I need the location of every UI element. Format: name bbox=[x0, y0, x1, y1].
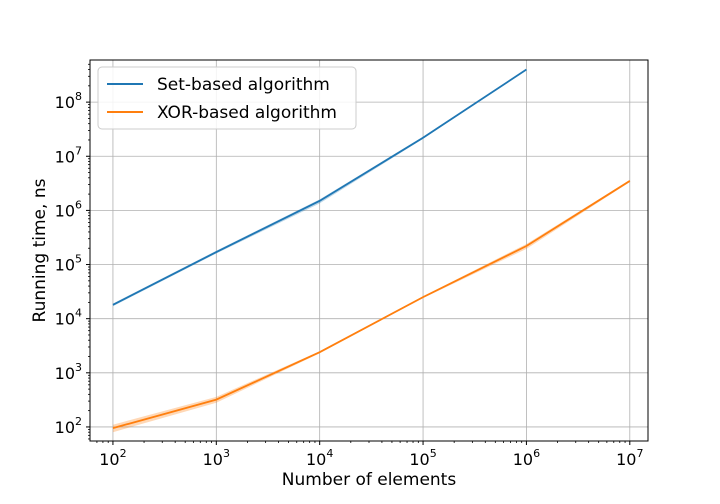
y-tick-label: 103 bbox=[55, 361, 82, 383]
legend-label-1: XOR-based algorithm bbox=[157, 103, 337, 123]
x-tick-label: 106 bbox=[513, 447, 540, 469]
y-tick-label: 107 bbox=[55, 144, 82, 166]
grid bbox=[90, 60, 648, 441]
series-line-0 bbox=[112, 68, 527, 306]
confidence-band-1 bbox=[112, 179, 630, 433]
confidence-bands bbox=[112, 68, 630, 433]
y-axis-ticks: 102 103 104 105 106 107 108 bbox=[55, 63, 90, 440]
x-tick-label: 107 bbox=[616, 447, 643, 469]
y-tick-label: 106 bbox=[55, 198, 82, 220]
x-tick-label: 102 bbox=[99, 447, 126, 469]
legend-box bbox=[97, 66, 357, 130]
series-line-1 bbox=[112, 180, 631, 430]
x-axis-ticks: 102 103 104 105 106 107 bbox=[96, 441, 643, 469]
x-tick-label: 103 bbox=[203, 447, 230, 469]
confidence-band-0 bbox=[112, 68, 527, 307]
legend-label-0: Set-based algorithm bbox=[157, 75, 330, 95]
y-tick-label: 105 bbox=[55, 253, 82, 275]
x-tick-label: 104 bbox=[306, 447, 333, 469]
y-axis-label: Running time, ns bbox=[30, 178, 50, 322]
legend: Set-based algorithm XOR-based algorithm bbox=[97, 66, 357, 130]
series-lines bbox=[112, 68, 631, 430]
y-tick-label: 102 bbox=[55, 415, 82, 437]
x-axis-label: Number of elements bbox=[282, 470, 457, 490]
y-tick-label: 108 bbox=[55, 90, 82, 112]
x-tick-label: 105 bbox=[409, 447, 436, 469]
y-tick-label: 104 bbox=[55, 307, 82, 329]
